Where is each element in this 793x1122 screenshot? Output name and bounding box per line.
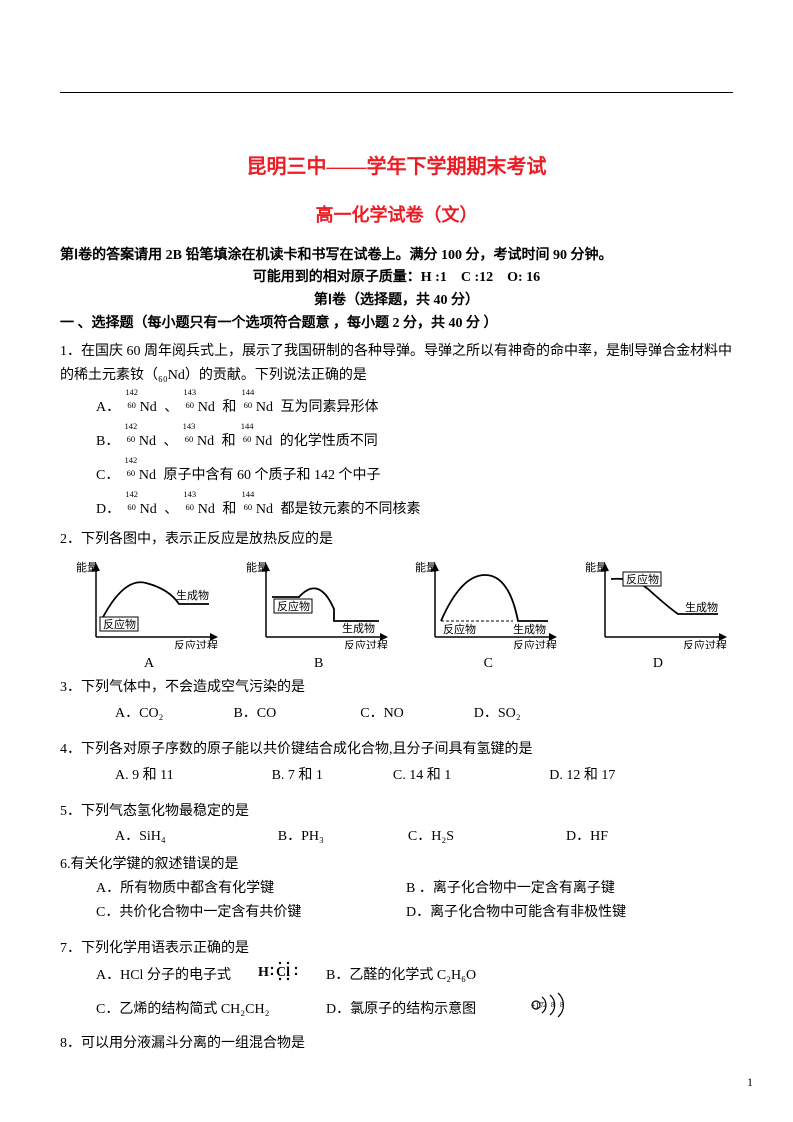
top-rule (60, 92, 733, 93)
exam-title: 昆明三中——学年下学期期末考试 (60, 150, 733, 179)
nuclide-144: 14460Nd (239, 428, 272, 456)
svg-text:生成物: 生成物 (513, 622, 546, 636)
q1c-prefix: C． (96, 468, 119, 483)
q2-label-a: A (74, 656, 224, 672)
q1c-text: 原子中含有 60 个质子和 142 个中子 (163, 468, 380, 483)
nuclide-143: 14360Nd (181, 428, 214, 456)
instruction-1: 第Ⅰ卷的答案请用 2B 铅笔填涂在机读卡和书写在试卷上。满分 100 分，考试时… (60, 245, 733, 267)
q5-options: A．SiH₄ B．PH₃ C．H₂S D．HF (115, 825, 733, 849)
svg-text:8: 8 (551, 1001, 555, 1009)
svg-text:反应过程: 反应过程 (344, 638, 388, 649)
question-7: 7．下列化学用语表示正确的是 (60, 937, 733, 961)
question-8: 8．可以用分液漏斗分离的一组混合物是 (60, 1032, 733, 1056)
q2-chart-a: 能量 反应过程 反应物 生成物 (74, 559, 224, 654)
atom-structure-icon: +17 2 8 8 (526, 991, 570, 1028)
svg-text:反应物: 反应物 (443, 622, 476, 636)
svg-text:8: 8 (560, 1001, 564, 1009)
sep: 和 (222, 434, 240, 449)
svg-text:反应过程: 反应过程 (513, 638, 557, 649)
sep: 和 (222, 400, 240, 415)
q6-option-a: A．所有物质中都含有化学键 (96, 877, 406, 901)
q6-option-b: B ．离子化合物中一定含有离子键 (406, 877, 615, 901)
q4-options: A. 9 和 11 B. 7 和 1 C. 14 和 1 D. 12 和 17 (115, 764, 733, 788)
sep: 、 (163, 434, 177, 449)
q3-options: A．CO₂ B．CO C．NO D．SO₂ (115, 702, 733, 726)
q2-label-d: D (583, 656, 733, 672)
question-2: 2．下列各图中，表示正反应是放热反应的是 (60, 528, 733, 552)
svg-text:生成物: 生成物 (342, 621, 375, 635)
svg-text:H: H (258, 965, 269, 980)
section-1-header: 一 、选择题（每小题只有一个选项符合题意 ，每小题 2 分，共 40 分 ） (60, 312, 733, 336)
svg-text:+17: +17 (531, 1001, 544, 1010)
sep: 、 (164, 502, 178, 517)
svg-text:能量: 能量 (246, 560, 268, 574)
instruction-2: 可能用到的相对原子质量：H :1 C :12 O: 16 (60, 267, 733, 289)
question-1: 1．在国庆 60 周年阅兵式上，展示了我国研制的各种导弹。导弹之所以有神奇的命中… (60, 340, 733, 388)
question-4: 4．下列各对原子序数的原子能以共价键结合成化合物,且分子间具有氢键的是 (60, 738, 733, 762)
q1a-text: 互为同素异形体 (281, 400, 379, 415)
q1b-prefix: B． (96, 434, 119, 449)
q6-option-c: C．共价化合物中一定含有共价键 (96, 901, 406, 925)
svg-text:生成物: 生成物 (176, 588, 209, 602)
svg-text:反应物: 反应物 (626, 572, 659, 586)
svg-text:反应过程: 反应过程 (174, 638, 218, 649)
q7-option-b: B．乙醛的化学式 C₂H₆O (326, 964, 476, 988)
exam-subtitle: 高一化学试卷（文） (60, 201, 733, 227)
q6-option-d: D．离子化合物中可能含有非极性键 (406, 901, 626, 925)
q2-charts: 能量 反应过程 反应物 生成物 能量 反应过程 反应物 生成物 能量 (74, 559, 733, 654)
q1b-text: 的化学性质不同 (280, 434, 378, 449)
q2-labels: A B C D (74, 656, 733, 672)
part-1-header: 第Ⅰ卷（选择题，共 40 分） (60, 290, 733, 312)
q1d-text: 都是钕元素的不同核素 (281, 502, 421, 517)
svg-text:反应物: 反应物 (103, 617, 136, 631)
q7-option-a: A．HCl 分子的电子式 (96, 964, 256, 988)
svg-text:生成物: 生成物 (685, 600, 718, 614)
page-number: 1 (747, 1075, 753, 1090)
question-6: 6.有关化学键的叙述错误的是 (60, 853, 733, 877)
q1d-prefix: D． (96, 502, 120, 517)
q2-chart-d: 能量 反应过程 反应物 生成物 (583, 559, 733, 654)
q2-label-c: C (413, 656, 563, 672)
q1-option-d: D． 14260Nd 、 14360Nd 和 14460Nd 都是钕元素的不同核… (96, 496, 733, 524)
q2-label-b: B (244, 656, 394, 672)
sep: 和 (222, 502, 240, 517)
svg-text:反应物: 反应物 (277, 599, 310, 613)
q7-option-c: C．乙烯的结构简式 CH₂CH₂ (96, 998, 326, 1022)
svg-text:能量: 能量 (76, 560, 98, 574)
svg-text:反应过程: 反应过程 (683, 638, 727, 649)
svg-text:2: 2 (543, 1001, 547, 1009)
q1-option-b: B． 14260Nd 、 14360Nd 和 14460Nd 的化学性质不同 (96, 428, 733, 456)
q1a-prefix: A． (96, 400, 120, 415)
sep: 、 (164, 400, 178, 415)
svg-text:能量: 能量 (585, 560, 607, 574)
nuclide-143: 14360Nd (182, 496, 215, 524)
question-3: 3．下列气体中，不会造成空气污染的是 (60, 676, 733, 700)
q7-option-d: D．氯原子的结构示意图 (326, 998, 526, 1022)
nuclide-142: 14260Nd (124, 496, 157, 524)
q2-chart-b: 能量 反应过程 反应物 生成物 (244, 559, 394, 654)
svg-text:能量: 能量 (415, 560, 437, 574)
q2-chart-c: 能量 反应过程 反应物 生成物 (413, 559, 563, 654)
svg-text:Cl: Cl (276, 965, 290, 980)
question-5: 5．下列气态氢化物最稳定的是 (60, 800, 733, 824)
hcl-electron-icon: H Cl (256, 960, 326, 991)
nuclide-144: 14460Nd (240, 496, 273, 524)
